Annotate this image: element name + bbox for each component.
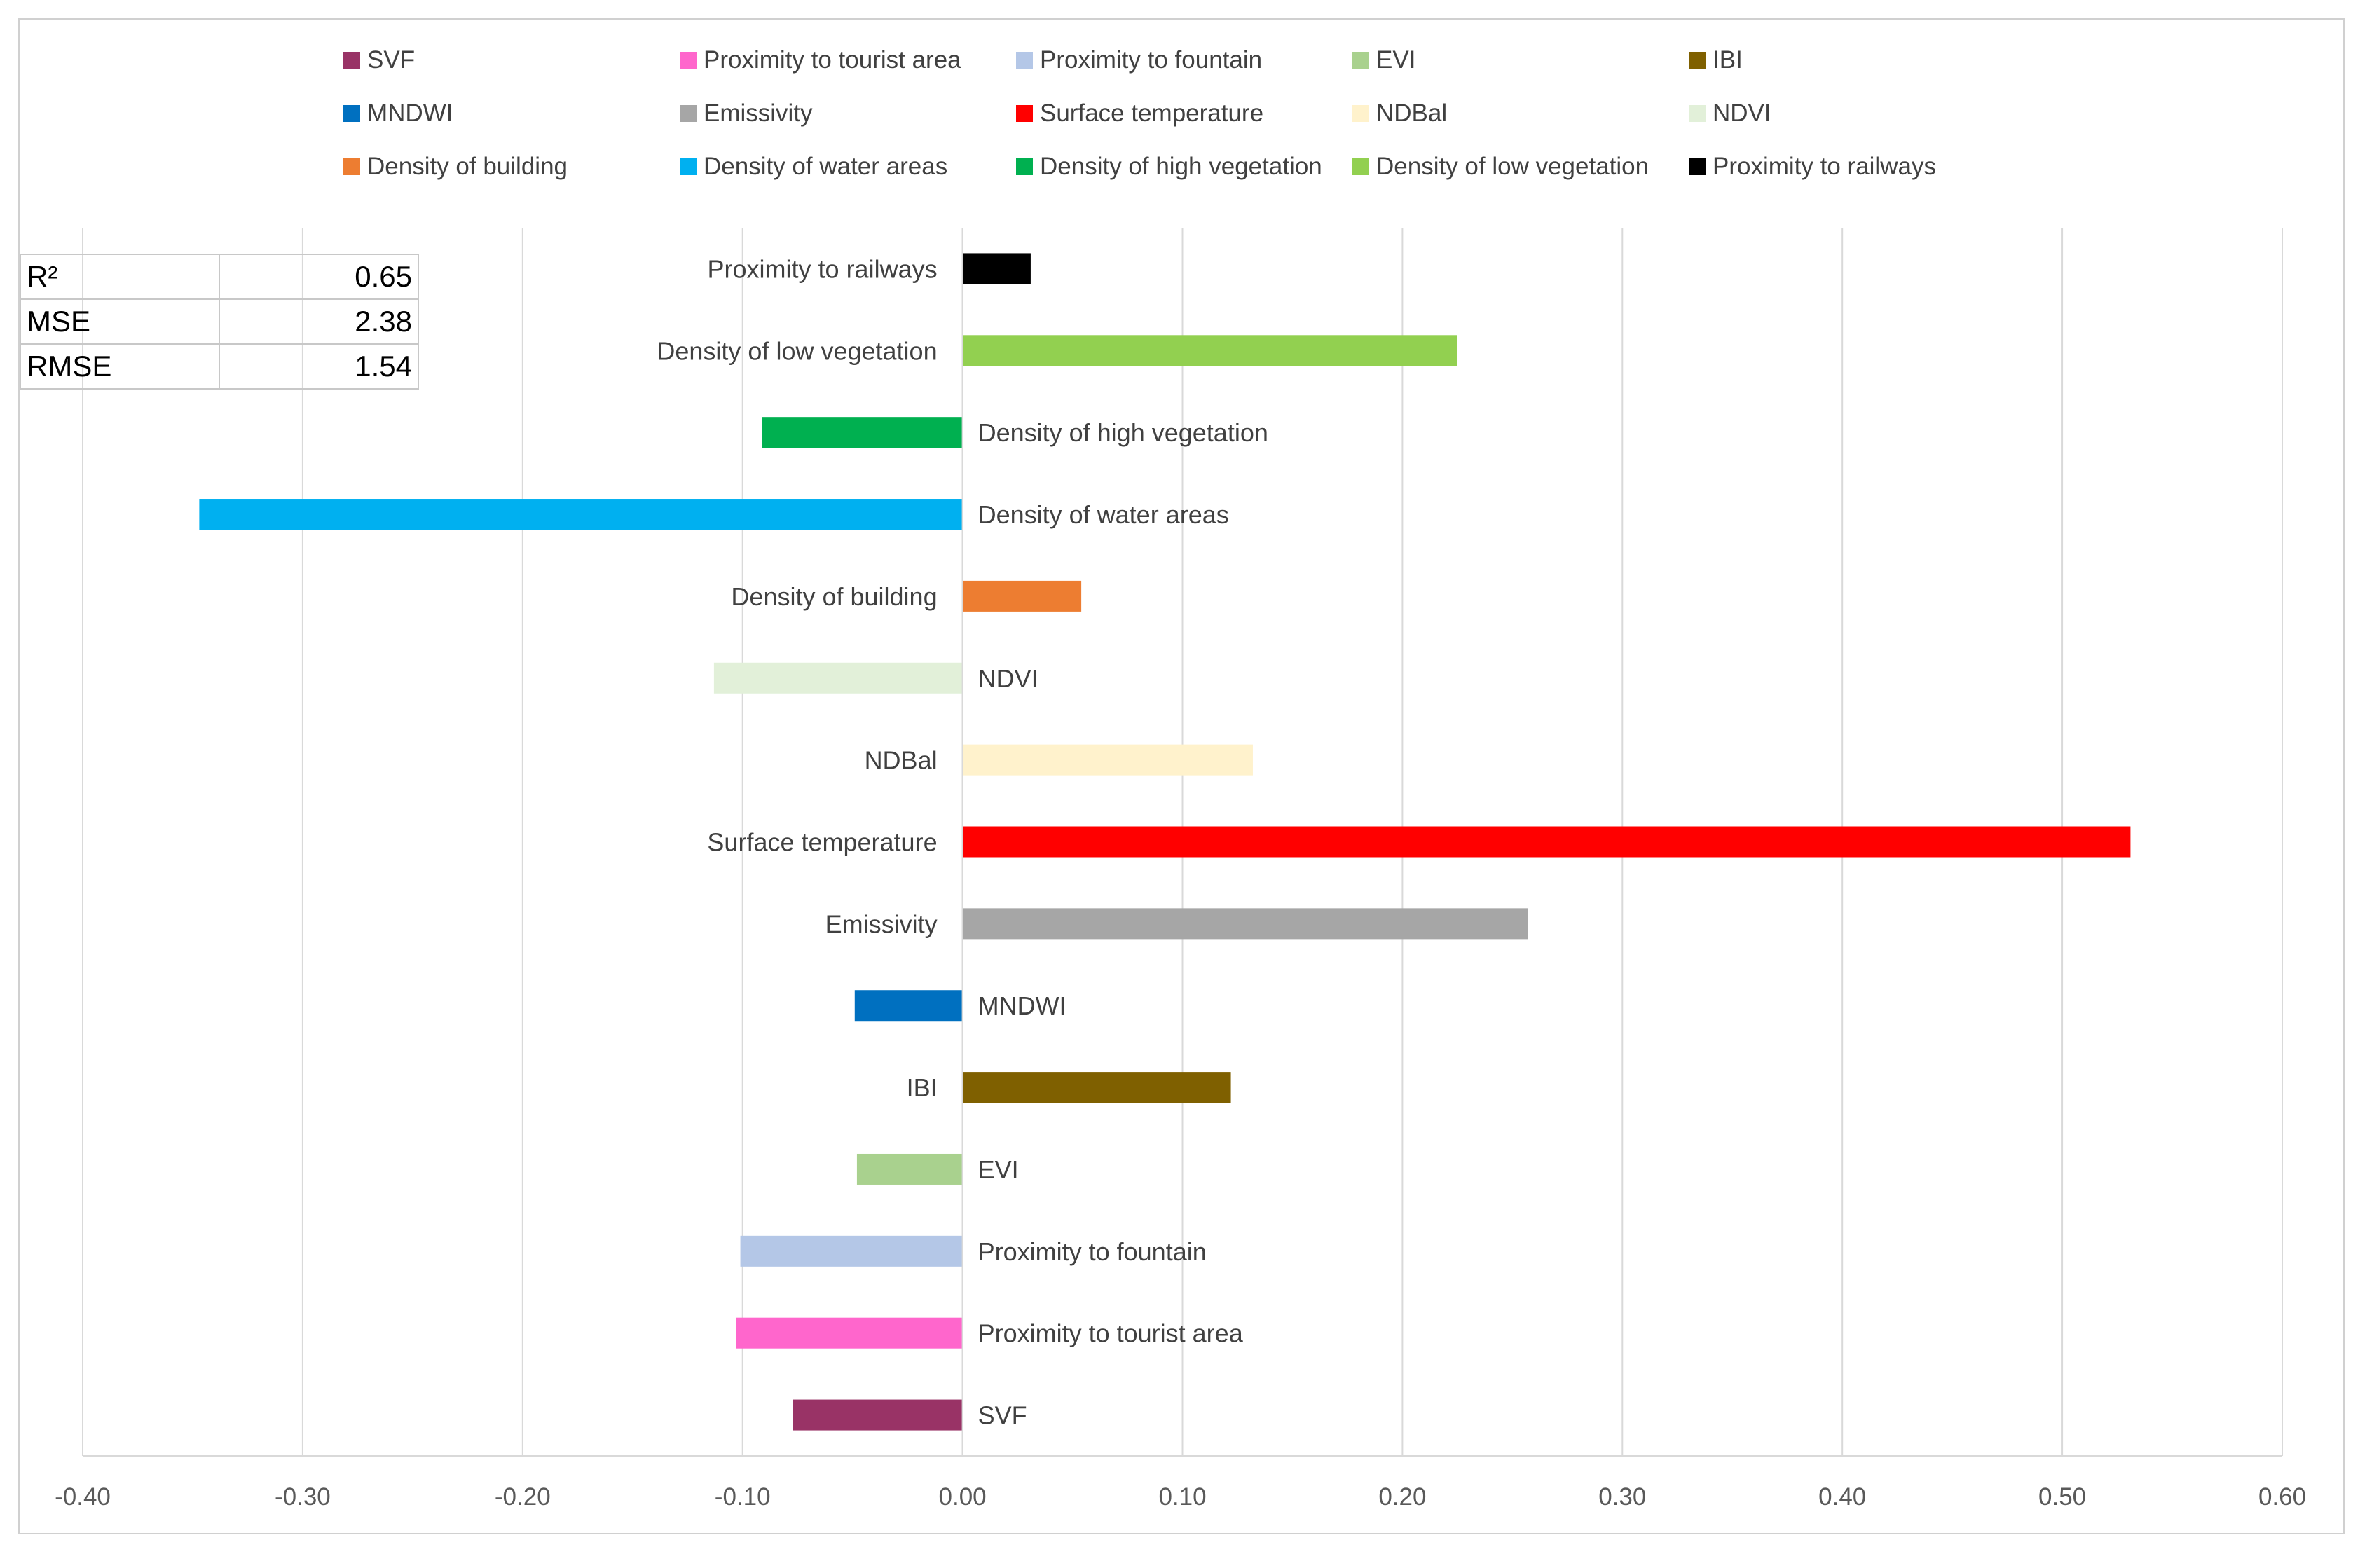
bar [199, 499, 963, 530]
legend-swatch [1016, 105, 1033, 122]
legend-swatch [1689, 52, 1706, 69]
legend-swatch [680, 158, 697, 175]
category-label: Proximity to fountain [978, 1237, 1207, 1266]
legend-swatch [1689, 158, 1706, 175]
stats-row-r2: R² 0.65 [20, 254, 419, 300]
model-stats-table: R² 0.65 MSE 2.38 RMSE 1.54 [20, 254, 419, 390]
category-label: NDBal [865, 746, 938, 775]
bar [740, 1235, 963, 1267]
legend-item: SVF [343, 46, 415, 74]
legend-label: Density of water areas [704, 153, 948, 180]
bar [962, 1072, 1231, 1103]
x-tick-label: 0.50 [2038, 1483, 2086, 1511]
category-label: Density of low vegetation [657, 336, 937, 365]
bar [962, 744, 1253, 776]
x-tick-label: 0.60 [2258, 1483, 2306, 1511]
legend-swatch [343, 105, 360, 122]
legend-item: Proximity to tourist area [680, 46, 961, 74]
category-label: SVF [978, 1401, 1027, 1430]
legend-item: NDBal [1352, 99, 1447, 128]
legend-swatch [1352, 158, 1369, 175]
stats-value: 2.38 [219, 298, 419, 345]
x-tick-label: -0.40 [55, 1483, 111, 1511]
legend-item: Density of low vegetation [1352, 153, 1649, 181]
bar [793, 1399, 963, 1431]
category-label: Proximity to railways [708, 254, 938, 283]
stats-label: RMSE [20, 343, 220, 390]
stats-value: 1.54 [219, 343, 419, 390]
category-label: Density of high vegetation [978, 418, 1268, 447]
legend-label: NDVI [1713, 99, 1771, 127]
bar [854, 990, 963, 1022]
legend-label: Proximity to tourist area [704, 46, 961, 74]
x-tick-label: -0.10 [715, 1483, 771, 1511]
legend-label: Proximity to fountain [1040, 46, 1263, 74]
category-label: Proximity to tourist area [978, 1319, 1244, 1348]
bar [856, 1153, 963, 1185]
legend-label: SVF [367, 46, 416, 74]
legend-swatch [343, 52, 360, 69]
category-label: EVI [978, 1155, 1019, 1184]
stats-row-rmse: RMSE 1.54 [20, 343, 419, 390]
bar [962, 335, 1457, 366]
stats-row-mse: MSE 2.38 [20, 298, 419, 345]
bar [962, 908, 1528, 940]
legend-item: Proximity to fountain [1016, 46, 1262, 74]
legend-label: Density of building [367, 153, 568, 180]
legend-label: NDBal [1376, 99, 1448, 127]
legend-swatch [1352, 52, 1369, 69]
legend-item: NDVI [1689, 99, 1771, 128]
x-tick-label: -0.30 [275, 1483, 331, 1511]
legend-label: Density of high vegetation [1040, 153, 1322, 180]
legend-swatch [680, 52, 697, 69]
legend-label: IBI [1713, 46, 1743, 74]
legend-label: EVI [1376, 46, 1416, 74]
category-label: MNDWI [978, 991, 1066, 1020]
legend-swatch [1352, 105, 1369, 122]
category-label: IBI [907, 1073, 938, 1102]
legend-item: Density of water areas [680, 153, 947, 181]
bar [962, 580, 1082, 612]
category-label: Surface temperature [707, 828, 937, 857]
x-tick-label: 0.40 [1818, 1483, 1866, 1511]
legend-label: Surface temperature [1040, 99, 1264, 127]
legend-item: IBI [1689, 46, 1743, 74]
legend-swatch [680, 105, 697, 122]
legend-label: Emissivity [704, 99, 813, 127]
legend-item: Emissivity [680, 99, 813, 128]
stats-value: 0.65 [219, 254, 419, 300]
x-tick-label: -0.20 [495, 1483, 551, 1511]
legend-swatch [1016, 52, 1033, 69]
category-label: Density of water areas [978, 500, 1229, 529]
legend-item: EVI [1352, 46, 1415, 74]
stats-label: R² [20, 254, 220, 300]
legend-swatch [343, 158, 360, 175]
bar [713, 662, 963, 694]
bar [736, 1317, 963, 1349]
bar [962, 253, 1031, 284]
stats-label: MSE [20, 298, 220, 345]
category-label: NDVI [978, 664, 1038, 693]
x-tick-label: 0.10 [1158, 1483, 1206, 1511]
legend-item: Surface temperature [1016, 99, 1263, 128]
legend-item: Density of building [343, 153, 568, 181]
category-label: Emissivity [825, 909, 938, 938]
legend-swatch [1016, 158, 1033, 175]
legend-item: Density of high vegetation [1016, 153, 1322, 181]
legend-label: Proximity to railways [1713, 153, 1936, 180]
bar [762, 417, 963, 448]
chart-frame [18, 18, 2345, 1534]
legend-item: Proximity to railways [1689, 153, 1936, 181]
category-label: Density of building [731, 582, 937, 611]
legend-swatch [1689, 105, 1706, 122]
x-tick-label: 0.20 [1378, 1483, 1426, 1511]
x-tick-label: 0.30 [1598, 1483, 1646, 1511]
legend-label: Density of low vegetation [1376, 153, 1649, 180]
bar [962, 826, 2131, 858]
legend-item: MNDWI [343, 99, 453, 128]
legend-label: MNDWI [367, 99, 453, 127]
x-tick-label: 0.00 [939, 1483, 987, 1511]
